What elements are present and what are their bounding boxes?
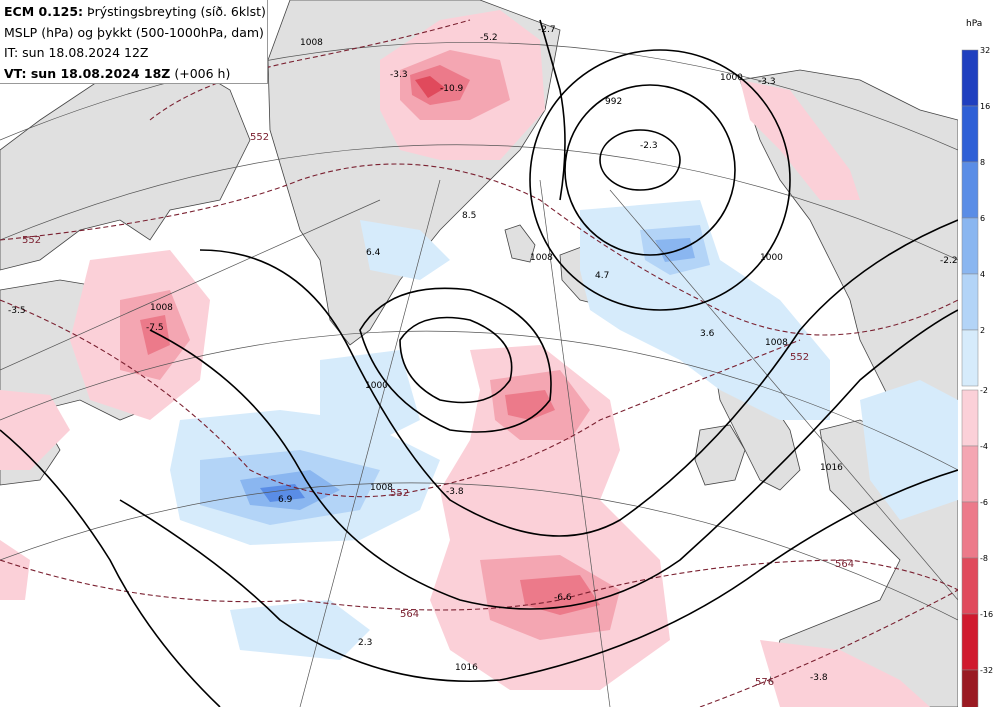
legend-positive-scale: 32 16 8 6 4 2	[961, 46, 990, 387]
change-label: 3.6	[700, 329, 715, 339]
legend-tick-label: -6	[980, 498, 988, 507]
isobar-label: 1008	[300, 38, 323, 48]
change-label: 8.5	[462, 211, 476, 221]
change-label: -2.2	[940, 256, 958, 266]
valid-time: VT: sun 18.08.2024 18Z	[4, 65, 171, 81]
legend-swatch	[961, 49, 979, 107]
legend-tick-label: 32	[980, 46, 990, 55]
isobars	[0, 19, 958, 707]
isobar-label: 1008	[530, 253, 553, 263]
change-labels: -5.2 -2.7 -3.3 -10.9 -2.3 -3.3 -3.5 -7.5…	[8, 25, 958, 683]
isobar-label: 1000	[720, 73, 743, 83]
change-label: 2.3	[358, 638, 372, 648]
legend-tick-label: -2	[980, 386, 988, 395]
thickness-label: 576	[755, 677, 774, 688]
header-line-1: ECM 0.125: Þrýstingsbreyting (síð. 6klst…	[4, 2, 266, 23]
legend-swatch	[961, 329, 979, 387]
change-label: 6.9	[278, 495, 293, 505]
field-description: Þrýstingsbreyting (síð. 6klst)	[87, 4, 266, 19]
isobar-label: 1000	[760, 253, 783, 263]
isobar-label: 1008	[765, 338, 788, 348]
legend-tick-label: -16	[980, 610, 993, 619]
thickness-label: 564	[400, 609, 419, 620]
isobar-label: 1000	[365, 381, 388, 391]
isobar-label: 1008	[150, 303, 173, 313]
init-time: IT: sun 18.08.2024 12Z	[4, 45, 149, 60]
change-label: -5.2	[480, 33, 498, 43]
legend-swatch	[961, 161, 979, 219]
legend-tick-label: 2	[980, 326, 985, 335]
legend-tick-label: -4	[980, 442, 988, 451]
model-name: ECM 0.125:	[4, 4, 84, 19]
change-label: 6.4	[366, 248, 381, 258]
thickness-label: 552	[390, 488, 409, 499]
legend-negative-scale: -2 -4 -6 -8 -16 -32	[961, 386, 993, 707]
legend-swatch	[961, 389, 979, 447]
valid-offset: (+006 h)	[174, 65, 231, 81]
valid-time-line: VT: sun 18.08.2024 18Z (+006 h)	[4, 64, 263, 85]
legend-swatch	[961, 669, 979, 707]
legend-tick-label: 8	[980, 158, 985, 167]
thickness-label: 564	[835, 559, 854, 570]
thickness-label: 552	[250, 132, 269, 143]
legend-swatch	[961, 445, 979, 503]
change-label: -2.7	[538, 25, 556, 35]
map-labels: 1008 1000 992 1000 1008 1000 1008 1008 1…	[150, 38, 843, 673]
weather-map: 1008 1000 992 1000 1008 1000 1008 1008 1…	[0, 0, 958, 707]
map-info-box: ECM 0.125: Þrýstingsbreyting (síð. 6klst…	[0, 0, 268, 84]
change-label: -6.6	[554, 593, 572, 603]
legend-swatch	[961, 557, 979, 615]
graticule	[0, 42, 958, 707]
isobar-label: 1016	[820, 463, 843, 473]
change-label: -3.3	[758, 77, 776, 87]
change-label: -3.3	[390, 70, 408, 80]
thickness-label: 552	[22, 235, 41, 246]
change-label: -3.5	[8, 306, 26, 316]
change-label: 4.7	[595, 271, 609, 281]
change-label: -3.8	[446, 487, 464, 497]
isobar-label: 992	[605, 97, 622, 107]
change-label: -7.5	[146, 323, 164, 333]
legend-tick-label: 16	[980, 102, 990, 111]
legend-swatch	[961, 105, 979, 163]
jan-mayen	[504, 224, 536, 263]
legend-swatch	[961, 217, 979, 275]
thickness-label: 552	[790, 352, 809, 363]
color-legend: hPa 32 16 8 6 4 2 -2 -4 -6 -8 -16 -32	[958, 0, 1000, 707]
change-label: -2.3	[640, 141, 658, 151]
legend-swatch	[961, 613, 979, 671]
header-line-2: MSLP (hPa) og þykkt (500-1000hPa, dam)	[4, 24, 264, 40]
legend-tick-label: -8	[980, 554, 988, 563]
thickness-labels: 552 552 552 552 564 564 576	[22, 132, 854, 688]
thickness-contours	[0, 19, 958, 707]
isobar-label: 1016	[455, 663, 478, 673]
legend-swatch	[961, 501, 979, 559]
legend-tick-label: 6	[980, 214, 985, 223]
ireland	[694, 424, 746, 486]
isobar-label: 1008	[370, 483, 393, 493]
change-label: -3.8	[810, 673, 828, 683]
change-label: -10.9	[440, 84, 464, 94]
legend-tick-label: -32	[980, 666, 993, 675]
legend-tick-label: 4	[980, 270, 985, 279]
legend-unit: hPa	[966, 19, 982, 29]
legend-swatch	[961, 273, 979, 331]
